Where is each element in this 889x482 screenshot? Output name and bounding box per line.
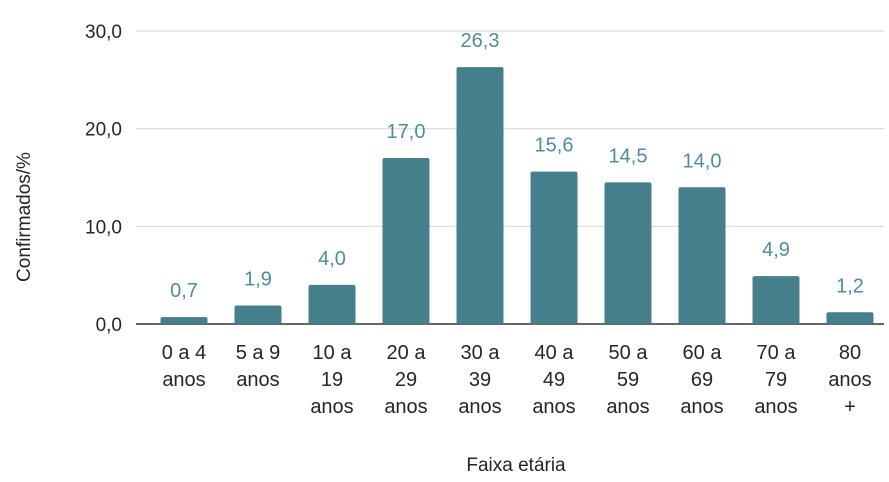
bar <box>456 67 504 325</box>
bar <box>234 305 282 324</box>
y-tick-label: 20,0 <box>85 120 122 141</box>
data-label: 0,7 <box>170 280 198 302</box>
x-tick-label: 5 a 9 anos <box>236 342 280 391</box>
x-tick-label: 50 a 59 anos <box>606 342 649 418</box>
x-tick-label: 80 anos + <box>828 342 871 418</box>
y-tick-label: 0,0 <box>96 315 122 336</box>
data-label: 1,9 <box>244 268 272 290</box>
data-label: 17,0 <box>387 121 426 143</box>
y-axis-ticks: 0,0 10,0 20,0 30,0 <box>85 22 122 336</box>
bar <box>308 284 356 324</box>
bar <box>604 182 652 324</box>
x-tick-label: 20 a 29 anos <box>384 342 427 418</box>
data-label: 15,6 <box>535 135 574 157</box>
bars <box>160 67 874 325</box>
x-tick-label: 30 a 39 anos <box>458 342 501 418</box>
data-label: 14,0 <box>683 150 722 172</box>
y-tick-label: 10,0 <box>85 217 122 238</box>
data-label: 14,5 <box>609 145 648 167</box>
bar <box>382 157 430 324</box>
x-tick-label: 40 a 49 anos <box>532 342 575 418</box>
x-tick-label: 0 a 4 anos <box>162 342 206 391</box>
data-labels: 0,7 1,9 4,0 17,0 26,3 15,6 14,5 14,0 4,9 1,2 <box>170 30 864 302</box>
y-tick-label: 30,0 <box>85 22 122 43</box>
x-tick-label: 10 a 19 anos <box>310 342 353 418</box>
bar <box>752 276 800 324</box>
y-axis-title: Confirmados/% <box>14 152 35 282</box>
bar <box>678 187 726 324</box>
x-tick-label: 60 a 69 anos <box>680 342 723 418</box>
x-axis-ticks: 0 a 4 anos 5 a 9 anos 10 a 19 anos 20 a 29 anos 30… <box>162 342 872 418</box>
data-label: 4,9 <box>762 239 790 261</box>
bar <box>826 312 874 324</box>
data-label: 26,3 <box>461 30 500 52</box>
x-tick-label: 70 a 79 anos <box>754 342 797 418</box>
bar <box>530 171 578 324</box>
data-label: 4,0 <box>318 248 346 270</box>
bar <box>160 317 208 324</box>
data-label: 1,2 <box>836 275 864 297</box>
x-axis-title: Faixa etária <box>466 455 566 476</box>
